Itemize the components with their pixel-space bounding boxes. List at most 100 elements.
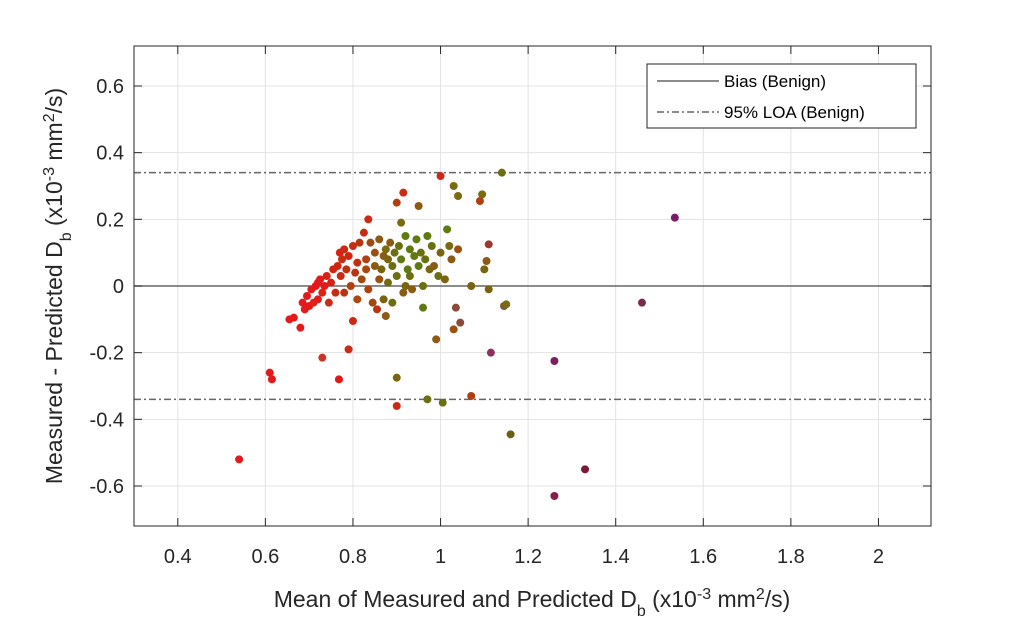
x-tick-label: 1.6 — [689, 546, 717, 568]
data-point — [454, 245, 463, 254]
data-point — [338, 255, 347, 264]
data-point — [357, 275, 366, 284]
y-tick-label: -0.2 — [90, 343, 124, 365]
data-point — [322, 272, 331, 280]
data-point — [480, 265, 489, 274]
data-point — [331, 288, 340, 297]
data-point — [377, 265, 386, 274]
data-point — [506, 430, 515, 439]
data-point — [392, 272, 401, 280]
x-tick-label: 1.2 — [514, 546, 542, 568]
data-point — [484, 285, 493, 294]
data-point — [405, 272, 414, 280]
data-point — [390, 248, 399, 257]
data-point — [289, 313, 298, 322]
data-point — [351, 268, 360, 277]
data-point — [373, 305, 382, 314]
data-point — [414, 262, 423, 270]
y-tick-label: -0.6 — [90, 476, 124, 498]
data-points — [235, 168, 679, 500]
data-point — [436, 248, 445, 257]
data-point — [313, 295, 322, 304]
data-point — [364, 285, 373, 294]
data-point — [397, 218, 406, 227]
data-point — [388, 262, 397, 270]
data-point — [423, 232, 432, 240]
data-point — [416, 248, 425, 257]
data-point — [438, 398, 447, 407]
data-point — [302, 292, 311, 300]
y-tick-label: 0 — [113, 276, 124, 298]
data-point — [324, 298, 333, 307]
legend-bias-label: Bias (Benign) — [724, 72, 826, 91]
data-point — [320, 282, 329, 290]
data-point — [399, 288, 408, 297]
data-point — [502, 300, 511, 309]
data-point — [405, 245, 414, 254]
data-point — [550, 492, 559, 500]
data-point — [327, 278, 336, 287]
data-point — [482, 257, 491, 265]
x-tick-label: 1.8 — [777, 546, 805, 568]
data-point — [340, 245, 349, 254]
data-point — [421, 255, 430, 264]
y-tick-label: 0.6 — [96, 76, 124, 98]
data-point — [392, 373, 401, 382]
data-point — [550, 357, 559, 365]
data-point — [362, 255, 371, 264]
y-tick-label: 0.4 — [96, 143, 124, 165]
data-point — [403, 265, 412, 274]
data-point — [359, 228, 368, 237]
x-tick-label: 1 — [435, 546, 446, 568]
reference-lines — [134, 171, 931, 401]
data-point — [344, 252, 353, 260]
data-point — [334, 375, 343, 384]
data-point — [381, 312, 390, 320]
data-point — [386, 238, 395, 247]
data-point — [447, 255, 456, 264]
data-point — [375, 275, 384, 284]
data-point — [478, 190, 487, 199]
data-point — [353, 258, 362, 267]
data-point — [397, 255, 406, 264]
data-point — [419, 303, 428, 312]
data-point — [445, 242, 454, 250]
legend: Bias (Benign) 95% LOA (Benign) — [646, 63, 917, 129]
data-point — [449, 325, 458, 334]
data-point — [355, 238, 364, 247]
data-point — [436, 172, 445, 180]
data-point — [399, 188, 408, 197]
data-point — [467, 282, 476, 290]
data-point — [637, 298, 646, 307]
data-point — [368, 298, 377, 307]
data-point — [353, 295, 362, 304]
data-point — [392, 198, 401, 207]
x-tick-label: 0.4 — [164, 546, 192, 568]
x-tick-label: 2 — [873, 546, 884, 568]
data-point — [486, 348, 495, 357]
data-point — [348, 242, 357, 250]
data-point — [375, 235, 384, 244]
data-point — [408, 285, 417, 294]
legend-box — [646, 63, 917, 129]
data-point — [336, 272, 345, 280]
data-point — [318, 353, 327, 362]
data-point — [379, 295, 388, 304]
data-point — [449, 182, 458, 190]
data-point — [370, 262, 379, 270]
data-point — [429, 262, 438, 270]
data-point — [427, 242, 436, 250]
x-tick-label: 0.8 — [339, 546, 367, 568]
x-tick-label: 1.4 — [602, 546, 630, 568]
y-axis-label: Measured - Predicted Db (x10-3 mm2/s) — [41, 88, 75, 484]
data-point — [381, 245, 390, 254]
y-axis-ticks: -0.6 -0.4 -0.2 0 0.2 0.4 0.6 — [90, 76, 931, 498]
data-point — [366, 238, 375, 247]
data-point — [362, 265, 371, 274]
data-point — [388, 298, 397, 307]
data-point — [484, 240, 493, 249]
data-point — [318, 288, 327, 297]
x-axis-ticks: 0.4 0.6 0.8 1 1.2 1.4 1.6 1.8 2 — [164, 46, 884, 568]
data-point — [432, 335, 441, 344]
